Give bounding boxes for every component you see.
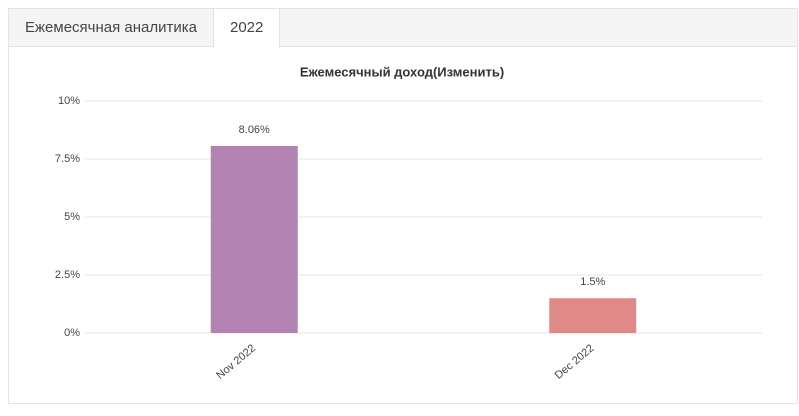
chart-panel: [8, 46, 798, 404]
y-tick-label: 2.5%: [55, 269, 80, 281]
y-tick-label: 5%: [64, 211, 80, 223]
y-tick-label: 7.5%: [55, 153, 80, 165]
y-tick-label: 10%: [58, 95, 80, 107]
value-label: 1.5%: [580, 276, 605, 288]
bar: [210, 146, 298, 333]
x-tick-label: Dec 2022: [553, 342, 597, 381]
y-tick-label: 0%: [64, 327, 80, 339]
value-label: 8.06%: [239, 124, 270, 136]
tab[interactable]: 2022: [212, 9, 281, 48]
x-tick-label: Nov 2022: [214, 342, 258, 381]
tab-bar: Ежемесячная аналитика 2022: [8, 8, 798, 48]
bar: [549, 298, 637, 333]
chart-title: Ежемесячный доход(Изменить): [300, 64, 504, 79]
tab[interactable]: Ежемесячная аналитика: [25, 19, 197, 36]
